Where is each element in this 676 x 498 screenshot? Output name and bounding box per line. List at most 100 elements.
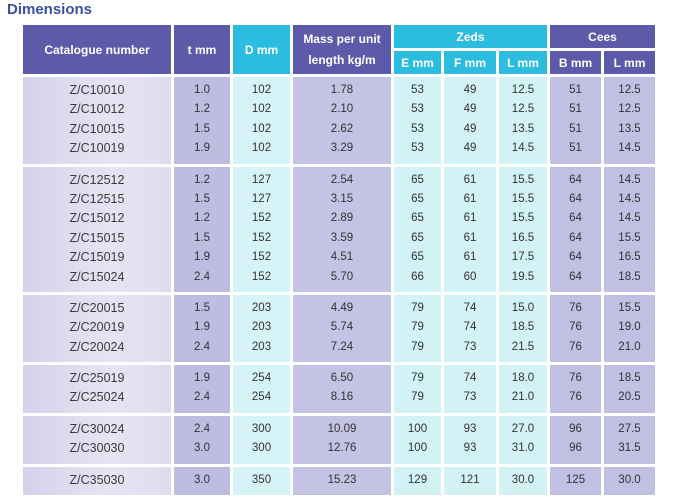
d-mm-value: 152 bbox=[251, 212, 272, 225]
catalogue-number-value: Z/C15024 bbox=[69, 269, 125, 284]
header-zeds-l-mm: L mm bbox=[499, 51, 547, 74]
zeds-l-mm-value: 18.5 bbox=[511, 321, 535, 334]
t-mm-value: 1.9 bbox=[194, 142, 210, 155]
zeds-f-mm-value: 74 bbox=[463, 372, 477, 385]
cell-cees-b-mm: 125 bbox=[550, 466, 601, 496]
cell-zeds-f-mm: 61 61 61 61 61 60 bbox=[444, 166, 496, 292]
zeds-e-mm-value: 79 bbox=[411, 372, 424, 385]
t-mm-value: 3.0 bbox=[194, 442, 210, 455]
zeds-e-mm-value: 79 bbox=[411, 391, 424, 404]
cell-mass-kg-m: 10.09 12.76 bbox=[293, 415, 391, 464]
d-mm-value: 300 bbox=[251, 422, 272, 435]
zeds-f-mm-value: 61 bbox=[463, 173, 477, 186]
cell-catalogue-number: Z/C12512 Z/C12515 Z/C15012 Z/C15015 Z/C15019… bbox=[23, 166, 171, 292]
t-mm-value: 1.5 bbox=[194, 122, 210, 135]
cell-zeds-e-mm: 100 100 bbox=[394, 415, 441, 464]
zeds-e-mm-value: 65 bbox=[411, 192, 424, 205]
d-mm-value: 102 bbox=[251, 103, 272, 116]
cell-catalogue-number: Z/C35030 bbox=[23, 466, 171, 496]
cees-b-mm-value: 96 bbox=[569, 422, 582, 435]
cell-zeds-f-mm: 93 93 bbox=[444, 415, 496, 464]
catalogue-number-value: Z/C15019 bbox=[69, 250, 125, 265]
header-cees-l-mm: L mm bbox=[604, 51, 655, 74]
cell-zeds-e-mm: 129 bbox=[394, 466, 441, 496]
cees-l-mm-value: 13.5 bbox=[618, 122, 641, 135]
t-mm-value: 1.9 bbox=[194, 372, 210, 385]
zeds-e-mm-value: 53 bbox=[411, 142, 424, 155]
mass-kg-m-value: 2.89 bbox=[330, 212, 354, 225]
mass-kg-m-value: 2.10 bbox=[330, 103, 354, 116]
t-mm-value: 1.5 bbox=[194, 301, 210, 314]
t-mm-value: 1.2 bbox=[194, 212, 210, 225]
zeds-l-mm-value: 27.0 bbox=[511, 422, 535, 435]
zeds-e-mm-value: 65 bbox=[411, 251, 424, 264]
catalogue-number-value: Z/C30030 bbox=[69, 441, 125, 456]
t-mm-value: 2.4 bbox=[194, 391, 210, 404]
cees-l-mm-value: 20.5 bbox=[618, 391, 641, 404]
mass-kg-m-value: 2.62 bbox=[330, 122, 354, 135]
cell-catalogue-number: Z/C20015 Z/C20019 Z/C20024 bbox=[23, 294, 171, 363]
zeds-f-mm-value: 121 bbox=[460, 473, 480, 486]
catalogue-number-value: Z/C12512 bbox=[69, 172, 125, 187]
cell-cees-b-mm: 96 96 bbox=[550, 415, 601, 464]
d-mm-value: 152 bbox=[251, 270, 272, 283]
t-mm-value: 1.5 bbox=[194, 231, 210, 244]
mass-kg-m-value: 5.74 bbox=[330, 321, 354, 334]
cell-d-mm: 203 203 203 bbox=[233, 294, 290, 363]
cell-mass-kg-m: 4.49 5.74 7.24 bbox=[293, 294, 391, 363]
cees-l-mm-value: 14.5 bbox=[618, 142, 641, 155]
cell-zeds-f-mm: 74 73 bbox=[444, 365, 496, 413]
cell-cees-b-mm: 51 51 51 51 bbox=[550, 77, 601, 164]
cees-l-mm-value: 19.0 bbox=[618, 321, 641, 334]
cees-l-mm-value: 12.5 bbox=[618, 84, 641, 96]
cees-b-mm-value: 76 bbox=[569, 321, 582, 334]
cees-b-mm-value: 64 bbox=[569, 270, 582, 283]
catalogue-number-value: Z/C10015 bbox=[69, 121, 125, 136]
cell-mass-kg-m: 6.50 8.16 bbox=[293, 365, 391, 413]
cell-zeds-l-mm: 27.0 31.0 bbox=[499, 415, 547, 464]
zeds-l-mm-value: 21.5 bbox=[511, 340, 535, 353]
section-title: Dimensions bbox=[7, 1, 93, 18]
zeds-l-mm-value: 15.5 bbox=[511, 173, 535, 186]
cell-t-mm: 1.9 2.4 bbox=[174, 365, 230, 413]
zeds-l-mm-value: 14.5 bbox=[511, 142, 535, 155]
header-cees-b-mm: B mm bbox=[550, 51, 601, 74]
cees-b-mm-value: 125 bbox=[565, 473, 586, 486]
t-mm-value: 3.0 bbox=[194, 473, 210, 486]
dimensions-table: Catalogue number t mm D mm Mass per unit… bbox=[20, 22, 658, 498]
mass-kg-m-value: 7.24 bbox=[330, 340, 354, 353]
cees-b-mm-value: 64 bbox=[569, 173, 582, 186]
d-mm-value: 254 bbox=[251, 372, 272, 385]
cees-l-mm-value: 30.0 bbox=[618, 473, 641, 486]
cell-catalogue-number: Z/C10010 Z/C10012 Z/C10015 Z/C10019 bbox=[23, 77, 171, 164]
cell-zeds-f-mm: 74 74 73 bbox=[444, 294, 496, 363]
zeds-e-mm-value: 53 bbox=[411, 122, 424, 135]
cell-cees-l-mm: 15.5 19.0 21.0 bbox=[604, 294, 655, 363]
zeds-f-mm-value: 49 bbox=[463, 84, 477, 96]
cees-b-mm-value: 64 bbox=[569, 251, 582, 264]
mass-kg-m-value: 4.49 bbox=[330, 301, 354, 314]
cees-l-mm-value: 12.5 bbox=[618, 103, 641, 116]
zeds-f-mm-value: 61 bbox=[463, 212, 477, 225]
zeds-f-mm-value: 61 bbox=[463, 231, 477, 244]
zeds-l-mm-value: 17.5 bbox=[511, 251, 535, 264]
mass-kg-m-value: 3.59 bbox=[330, 231, 354, 244]
zeds-l-mm-value: 18.0 bbox=[511, 372, 535, 385]
catalogue-number-value: Z/C25019 bbox=[69, 371, 125, 386]
cees-b-mm-value: 64 bbox=[569, 231, 582, 244]
d-mm-value: 102 bbox=[251, 122, 272, 135]
cell-t-mm: 1.0 1.2 1.5 1.9 bbox=[174, 77, 230, 164]
zeds-e-mm-value: 65 bbox=[411, 231, 424, 244]
zeds-f-mm-value: 74 bbox=[463, 301, 477, 314]
zeds-l-mm-value: 16.5 bbox=[511, 231, 535, 244]
d-mm-value: 300 bbox=[251, 442, 272, 455]
cees-l-mm-value: 18.5 bbox=[618, 270, 641, 283]
catalogue-number-value: Z/C20015 bbox=[69, 300, 125, 315]
table-body: Z/C10010 Z/C10012 Z/C10015 Z/C10019 1.0 1.2 1.… bbox=[23, 77, 655, 496]
t-mm-value: 1.9 bbox=[194, 251, 210, 264]
zeds-e-mm-value: 79 bbox=[411, 340, 424, 353]
zeds-f-mm-value: 73 bbox=[463, 340, 477, 353]
cell-zeds-l-mm: 12.5 12.5 13.5 14.5 bbox=[499, 77, 547, 164]
zeds-e-mm-value: 79 bbox=[411, 301, 424, 314]
mass-kg-m-value: 1.78 bbox=[330, 84, 354, 96]
